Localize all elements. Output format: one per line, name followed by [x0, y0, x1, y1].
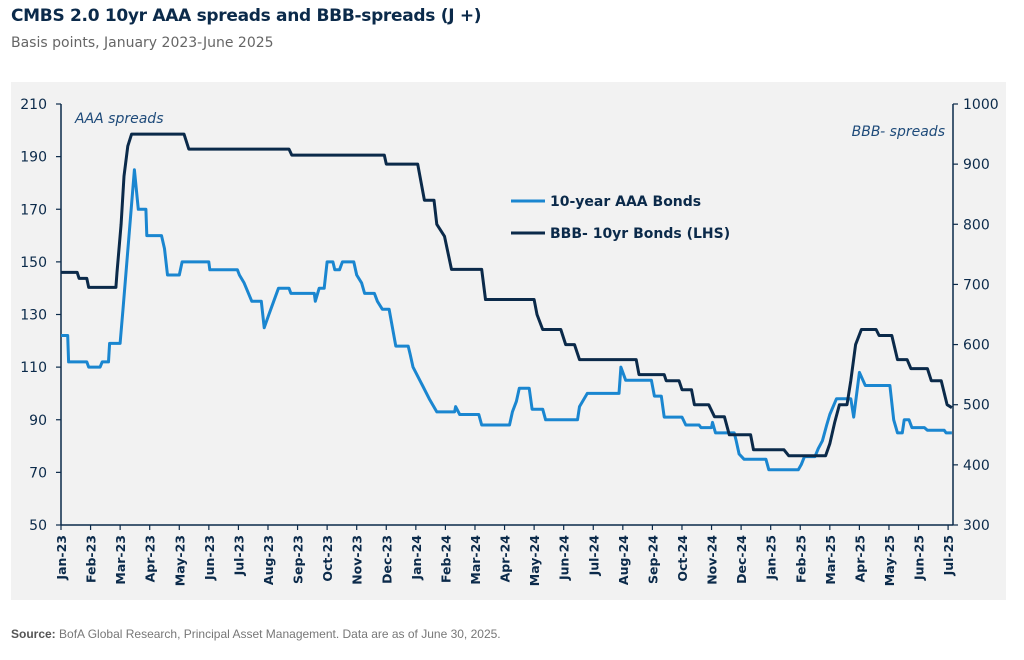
x-tick-label: Mar-24	[468, 535, 483, 585]
right-tick-label: 600	[963, 338, 990, 354]
left-tick-label: 110	[20, 360, 47, 376]
x-tick-label: Apr-23	[143, 535, 158, 582]
x-tick-label: May-25	[882, 535, 897, 586]
x-tick-label: May-24	[527, 535, 542, 587]
x-tick-label: Nov-23	[350, 535, 365, 585]
series-line-bbb	[61, 132, 953, 458]
x-tick-label: Aug-23	[261, 535, 276, 585]
right-tick-label: 300	[963, 518, 990, 534]
source-note: Source: BofA Global Research, Principal …	[11, 627, 501, 641]
x-tick-label: Sep-24	[645, 535, 660, 584]
x-tick-label: Jun-24	[557, 535, 572, 581]
x-tick-label: Jan-24	[409, 535, 424, 581]
x-tick-label: Jun-23	[202, 535, 217, 581]
x-tick-label: Aug-24	[616, 535, 631, 585]
x-tick-label: Apr-25	[852, 535, 867, 582]
chart-subtitle: Basis points, January 2023-June 2025	[11, 35, 274, 51]
left-tick-label: 210	[20, 97, 47, 113]
right-tick-label: 400	[963, 458, 990, 474]
x-tick-label: Jan-23	[54, 535, 69, 581]
x-tick-label: Feb-25	[793, 535, 808, 583]
x-tick-label: Mar-25	[823, 535, 838, 585]
x-tick-label: Jul-23	[231, 535, 246, 576]
x-tick-label: Sep-23	[291, 535, 306, 584]
legend-label: BBB- 10yr Bonds (LHS)	[550, 226, 730, 242]
x-tick-label: Apr-24	[498, 535, 513, 583]
x-tick-label: Oct-24	[675, 535, 690, 582]
right-axis-title: BBB- spreads	[852, 124, 945, 140]
left-tick-label: 150	[20, 255, 47, 271]
left-tick-label: 170	[20, 202, 47, 218]
left-tick-label: 130	[20, 308, 47, 324]
x-tick-label: Dec-24	[734, 535, 749, 584]
x-tick-label: Jan-25	[764, 535, 779, 581]
right-tick-label: 1000	[963, 97, 999, 113]
left-tick-label: 50	[29, 518, 47, 534]
left-axis-title: AAA spreads	[74, 111, 164, 127]
left-tick-label: 90	[29, 413, 47, 429]
right-tick-label: 500	[963, 398, 990, 414]
source-text: BofA Global Research, Principal Asset Ma…	[59, 627, 501, 641]
right-tick-label: 900	[963, 157, 990, 173]
chart-panel	[11, 82, 1006, 600]
chart-title: CMBS 2.0 10yr AAA spreads and BBB-spread…	[11, 6, 482, 26]
right-tick-label: 700	[963, 277, 990, 293]
x-tick-label: Oct-23	[320, 535, 335, 582]
x-tick-label: Jul-25	[941, 535, 956, 576]
left-tick-label: 190	[20, 150, 47, 166]
x-tick-label: Nov-24	[705, 535, 720, 585]
right-tick-label: 800	[963, 217, 990, 233]
series-line-aaa	[61, 168, 952, 472]
left-tick-label: 70	[29, 465, 47, 481]
x-tick-label: Mar-23	[113, 535, 128, 585]
x-tick-label: Feb-24	[438, 535, 453, 583]
x-tick-label: Dec-23	[379, 535, 394, 584]
x-tick-label: Jul-24	[586, 535, 601, 577]
x-tick-label: May-23	[172, 535, 187, 586]
x-tick-label: Feb-23	[84, 535, 99, 583]
x-tick-label: Jun-25	[912, 535, 927, 581]
source-label: Source:	[11, 627, 56, 641]
legend-label: 10-year AAA Bonds	[550, 194, 701, 210]
